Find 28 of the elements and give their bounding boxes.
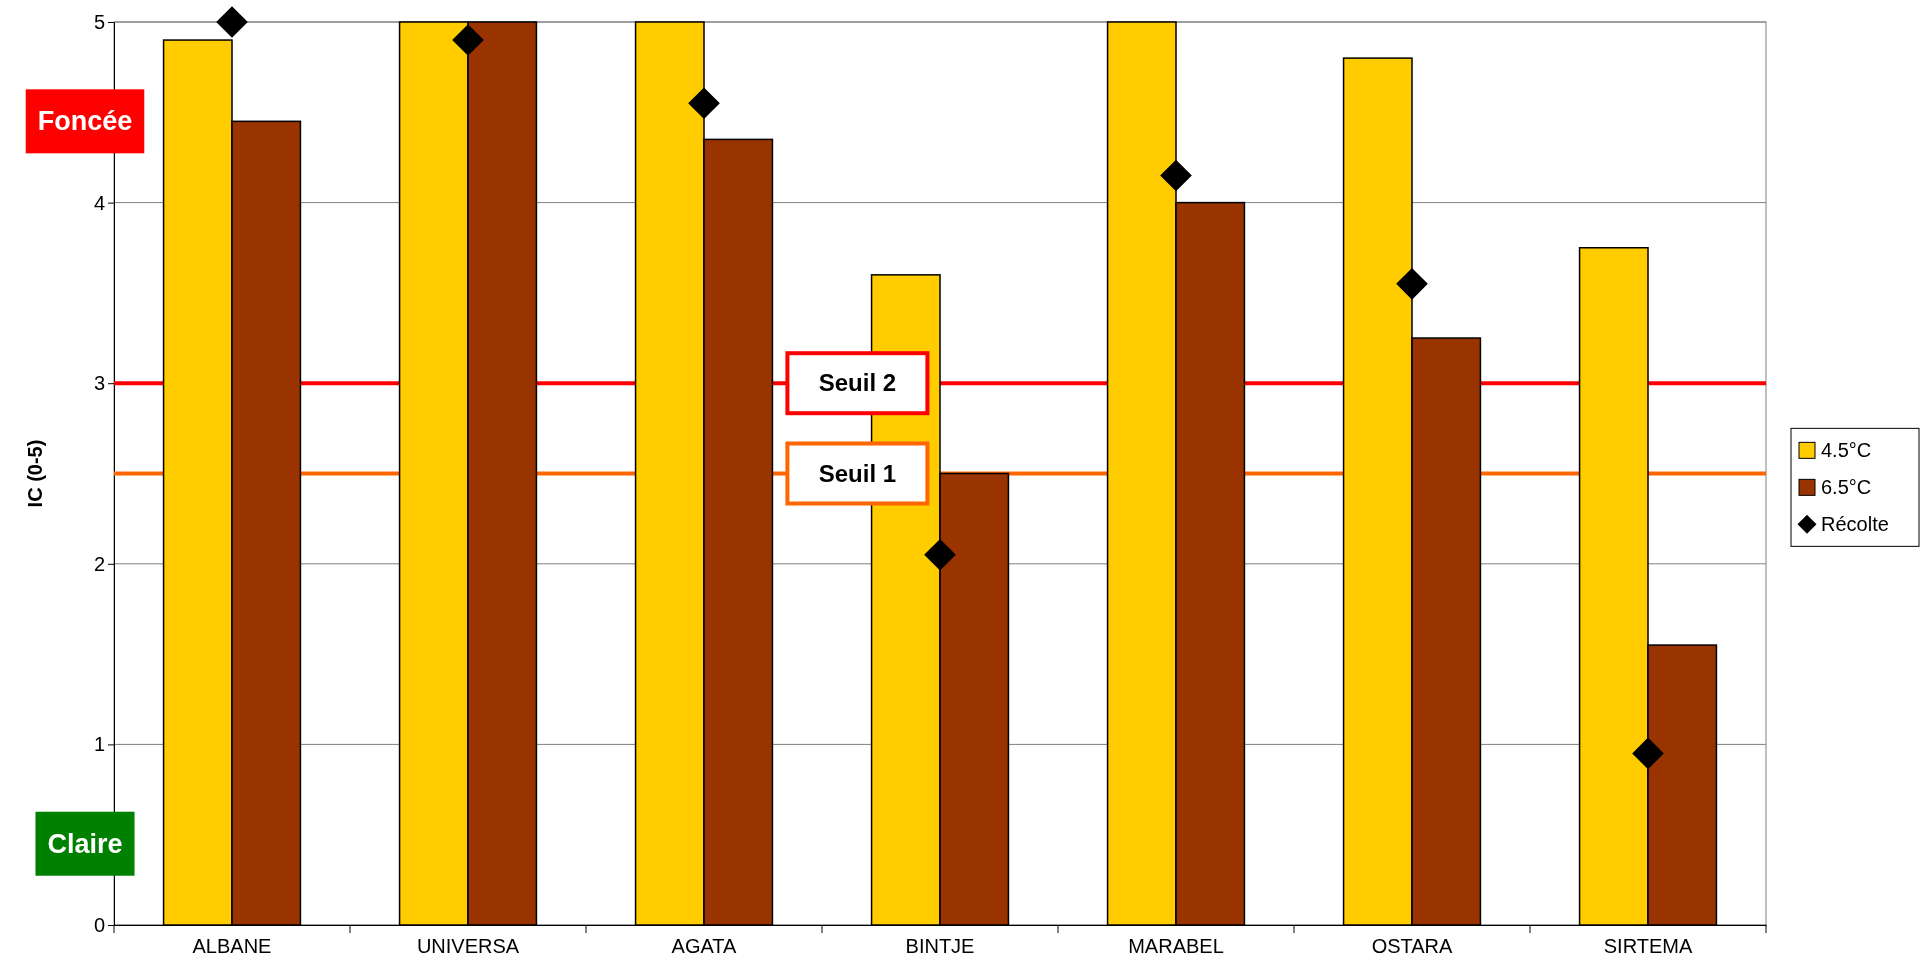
annotation: Claire	[47, 828, 123, 859]
x-tick-label: MARABEL	[1128, 935, 1224, 958]
ref-line-label: Seuil 1	[818, 459, 897, 487]
x-tick-label: ALBANE	[192, 935, 272, 958]
point	[216, 6, 248, 38]
annotation: Foncée	[37, 106, 133, 137]
y-tick-label: 0	[93, 913, 105, 936]
y-tick-label: 3	[93, 372, 105, 395]
legend-label: 4.5°C	[1821, 439, 1872, 462]
y-tick-label: 1	[93, 733, 105, 756]
legend-label: 6.5°C	[1821, 476, 1872, 499]
point	[1632, 737, 1664, 770]
point	[452, 24, 484, 56]
y-tick-label: 2	[93, 552, 105, 575]
point	[924, 538, 956, 571]
x-tick-label: BINTJE	[905, 935, 975, 958]
x-tick-label: OSTARA	[1371, 935, 1454, 958]
point	[1160, 159, 1192, 192]
legend-label: Récolte	[1821, 513, 1889, 536]
y-axis-title: IC (0-5)	[24, 439, 46, 508]
ref-line-label: Seuil 2	[818, 369, 897, 397]
y-tick-label: 4	[93, 191, 105, 214]
point	[688, 87, 720, 120]
x-tick-label: UNIVERSA	[416, 935, 520, 958]
point	[1396, 268, 1428, 300]
x-tick-label: SIRTEMA	[1603, 935, 1693, 958]
x-tick-label: AGATA	[671, 935, 738, 958]
y-tick-label: 5	[93, 10, 105, 33]
